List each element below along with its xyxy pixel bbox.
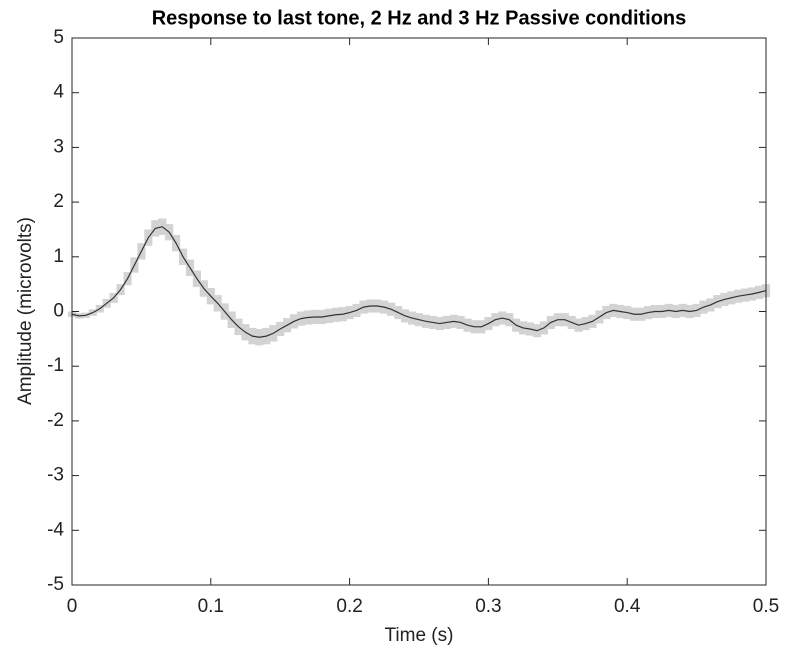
x-tick-label: 0.3	[475, 596, 501, 617]
x-tick-label: 0.1	[198, 596, 224, 617]
x-axis-label: Time (s)	[385, 625, 454, 646]
y-tick-label: 0	[53, 301, 64, 322]
x-tick-label: 0.2	[336, 596, 362, 617]
y-tick-label: 5	[53, 27, 64, 48]
x-tick-label: 0	[67, 596, 78, 617]
y-axis-label: Amplitude (microvolts)	[15, 217, 36, 405]
y-tick-label: 2	[53, 191, 64, 212]
x-tick-label: 0.5	[753, 596, 779, 617]
chart-title: Response to last tone, 2 Hz and 3 Hz Pas…	[152, 7, 687, 29]
y-tick-label: -2	[47, 410, 64, 431]
y-tick-label: 3	[53, 136, 64, 157]
x-tick-label: 0.4	[614, 596, 641, 617]
y-tick-label: 1	[53, 246, 64, 267]
y-tick-label: 4	[53, 82, 64, 103]
y-tick-label: -5	[47, 574, 64, 595]
line	[71, 226, 767, 338]
y-tick-label: -3	[47, 465, 64, 486]
y-tick-label: -1	[47, 355, 64, 376]
y-tick-label: -4	[47, 519, 64, 540]
